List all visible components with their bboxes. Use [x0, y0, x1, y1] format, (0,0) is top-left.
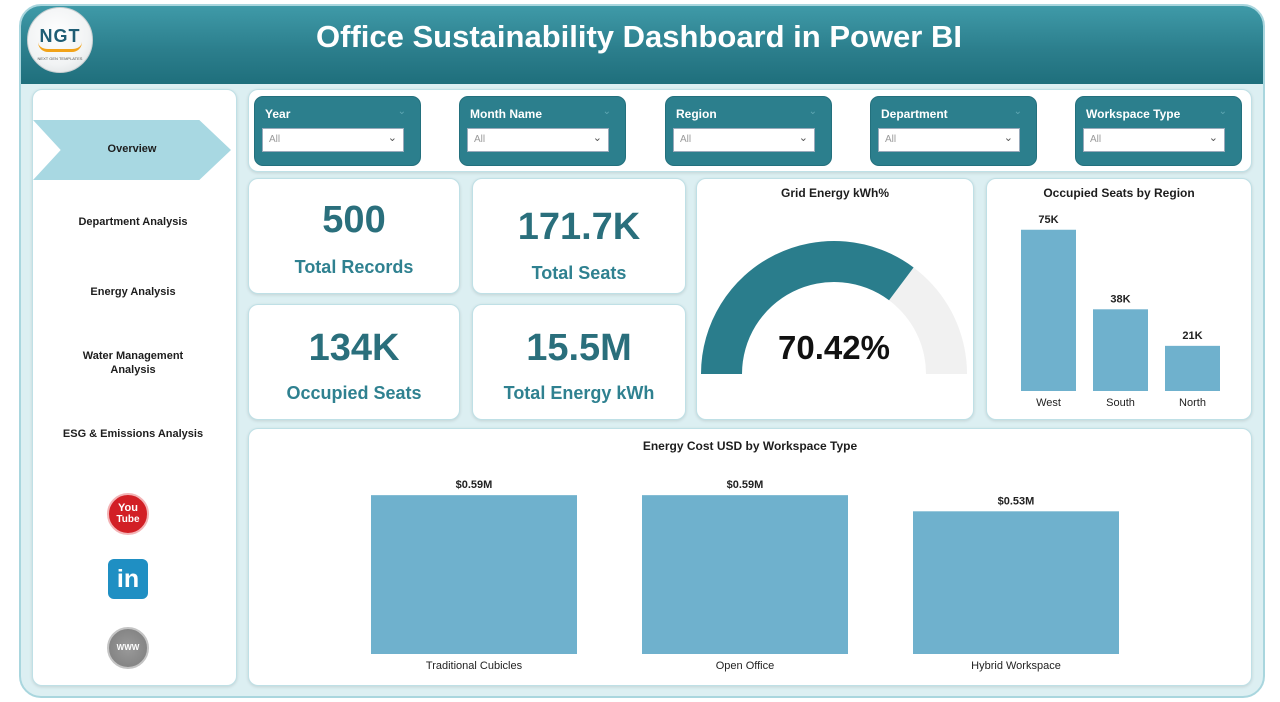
kpi-total-records: 500 Total Records — [248, 178, 460, 294]
kpi-occupied-seats-label: Occupied Seats — [286, 383, 422, 403]
filter-region[interactable]: Region ⌄ All ⌄ — [665, 96, 832, 166]
chevron-down-icon: ⌄ — [1218, 106, 1227, 117]
header-bar: Office Sustainability Dashboard in Power… — [21, 6, 1263, 84]
page-title: Office Sustainability Dashboard in Power… — [316, 19, 962, 54]
bar-north[interactable] — [1165, 345, 1220, 391]
bar-traditional-cubicles[interactable] — [371, 495, 577, 654]
data-label: 75K — [1038, 214, 1058, 226]
data-label: $0.53M — [998, 495, 1035, 507]
logo-swoosh — [38, 42, 82, 52]
kpi-total-seats-label: Total Seats — [531, 263, 627, 283]
occupied-seats-by-region-card: Occupied Seats by Region 75K West 38K South… — [986, 178, 1252, 420]
data-label: $0.59M — [727, 479, 764, 491]
filter-month-name-dropdown[interactable]: All ⌄ — [467, 128, 609, 152]
kpi-total-records-label: Total Records — [294, 257, 414, 277]
sidebar: Overview Department Analysis Energy Anal… — [32, 89, 237, 686]
category-label: Open Office — [716, 660, 775, 672]
sidebar-item-water-management-analysis[interactable]: Water Management Analysis — [82, 350, 184, 376]
filter-region-value: All — [680, 134, 692, 145]
chevron-down-icon: ⌄ — [1013, 106, 1022, 117]
filter-year-dropdown[interactable]: All ⌄ — [262, 128, 404, 152]
data-label: $0.59M — [456, 479, 493, 491]
filter-workspace-type-label: Workspace Type — [1086, 107, 1181, 121]
company-logo: NGT NEXT GEN TEMPLATES — [27, 7, 93, 73]
data-label: 21K — [1182, 330, 1202, 342]
filter-region-dropdown[interactable]: All ⌄ — [673, 128, 815, 152]
occupied-seats-by-region-chart: 75K West 38K South 21K North — [1021, 214, 1220, 409]
youtube-icon-text-bottom: Tube — [116, 514, 140, 525]
energy-cost-by-workspace-card: Energy Cost USD by Workspace Type $0.59M… — [248, 428, 1252, 686]
website-icon-text: WWW — [116, 643, 140, 652]
bar-hybrid-workspace[interactable] — [913, 511, 1119, 654]
filter-month-name-label: Month Name — [470, 107, 542, 121]
filter-month-name-value: All — [474, 134, 486, 145]
kpi-total-energy-value: 15.5M — [526, 327, 632, 369]
bar-west[interactable] — [1021, 229, 1076, 391]
category-label: South — [1106, 397, 1135, 409]
sidebar-item-overview[interactable]: Overview — [107, 143, 157, 155]
filter-region-label: Region — [676, 107, 717, 121]
youtube-icon[interactable]: You Tube — [107, 493, 149, 535]
kpi-total-energy-label: Total Energy kWh — [503, 383, 655, 403]
sidebar-item-esg-emissions-analysis[interactable]: ESG & Emissions Analysis — [62, 428, 204, 440]
kpi-total-seats-value: 171.7K — [517, 206, 641, 248]
filter-year[interactable]: Year ⌄ All ⌄ — [254, 96, 421, 166]
linkedin-icon[interactable]: in — [108, 559, 148, 599]
nav-active-indicator — [33, 120, 231, 180]
logo-text: NGT — [39, 26, 81, 46]
chevron-down-icon: ⌄ — [602, 106, 611, 117]
filter-department[interactable]: Department ⌄ All ⌄ — [870, 96, 1037, 166]
chevron-down-icon: ⌄ — [1208, 132, 1218, 144]
filter-department-value: All — [885, 134, 897, 145]
chevron-down-icon: ⌄ — [1003, 132, 1013, 144]
data-label: 38K — [1110, 293, 1130, 305]
chevron-down-icon: ⌄ — [798, 132, 808, 144]
category-label: North — [1179, 397, 1206, 409]
sidebar-item-department-analysis[interactable]: Department Analysis — [78, 216, 188, 228]
category-label: Traditional Cubicles — [426, 660, 523, 672]
bar-south[interactable] — [1093, 309, 1148, 391]
filter-year-label: Year — [265, 107, 291, 121]
website-globe-icon[interactable]: WWW — [107, 627, 149, 669]
gauge-fill — [701, 241, 914, 374]
gauge-chart: 70.42% — [701, 241, 967, 374]
energy-cost-by-workspace-chart: $0.59M Traditional Cubicles $0.59M Open Off… — [371, 479, 1119, 672]
chevron-down-icon: ⌄ — [592, 132, 602, 144]
filter-workspace-type-dropdown[interactable]: All ⌄ — [1083, 128, 1225, 152]
kpi-occupied-seats: 134K Occupied Seats — [248, 304, 460, 420]
category-label: West — [1036, 397, 1061, 409]
kpi-total-records-value: 500 — [322, 199, 386, 241]
kpi-total-seats: 171.7K Total Seats — [472, 178, 686, 294]
sidebar-item-energy-analysis[interactable]: Energy Analysis — [90, 286, 176, 298]
filter-month-name[interactable]: Month Name ⌄ All ⌄ — [459, 96, 626, 166]
occupied-seats-by-region-title: Occupied Seats by Region — [1043, 186, 1195, 200]
chevron-down-icon: ⌄ — [387, 132, 397, 144]
filter-department-label: Department — [881, 107, 948, 121]
youtube-icon-text-top: You — [118, 502, 138, 514]
kpi-occupied-seats-value: 134K — [308, 327, 400, 369]
gauge-value-label: 70.42% — [778, 329, 890, 366]
chevron-down-icon: ⌄ — [808, 106, 817, 117]
category-label: Hybrid Workspace — [971, 660, 1061, 672]
chevron-down-icon: ⌄ — [397, 106, 406, 117]
filter-year-value: All — [269, 134, 281, 145]
kpi-total-energy: 15.5M Total Energy kWh — [472, 304, 686, 420]
linkedin-icon-text: in — [116, 565, 140, 593]
filter-workspace-type[interactable]: Workspace Type ⌄ All ⌄ — [1075, 96, 1242, 166]
gauge-title: Grid Energy kWh% — [780, 186, 890, 200]
logo-subtext: NEXT GEN TEMPLATES — [37, 56, 83, 61]
bar-open-office[interactable] — [642, 495, 848, 654]
filter-department-dropdown[interactable]: All ⌄ — [878, 128, 1020, 152]
gauge-card: Grid Energy kWh% 70.42% — [696, 178, 974, 420]
energy-cost-by-workspace-title: Energy Cost USD by Workspace Type — [642, 439, 858, 453]
filter-workspace-type-value: All — [1090, 134, 1102, 145]
filter-bar: Year ⌄ All ⌄ Month Name ⌄ All ⌄ Region ⌄… — [248, 89, 1252, 172]
